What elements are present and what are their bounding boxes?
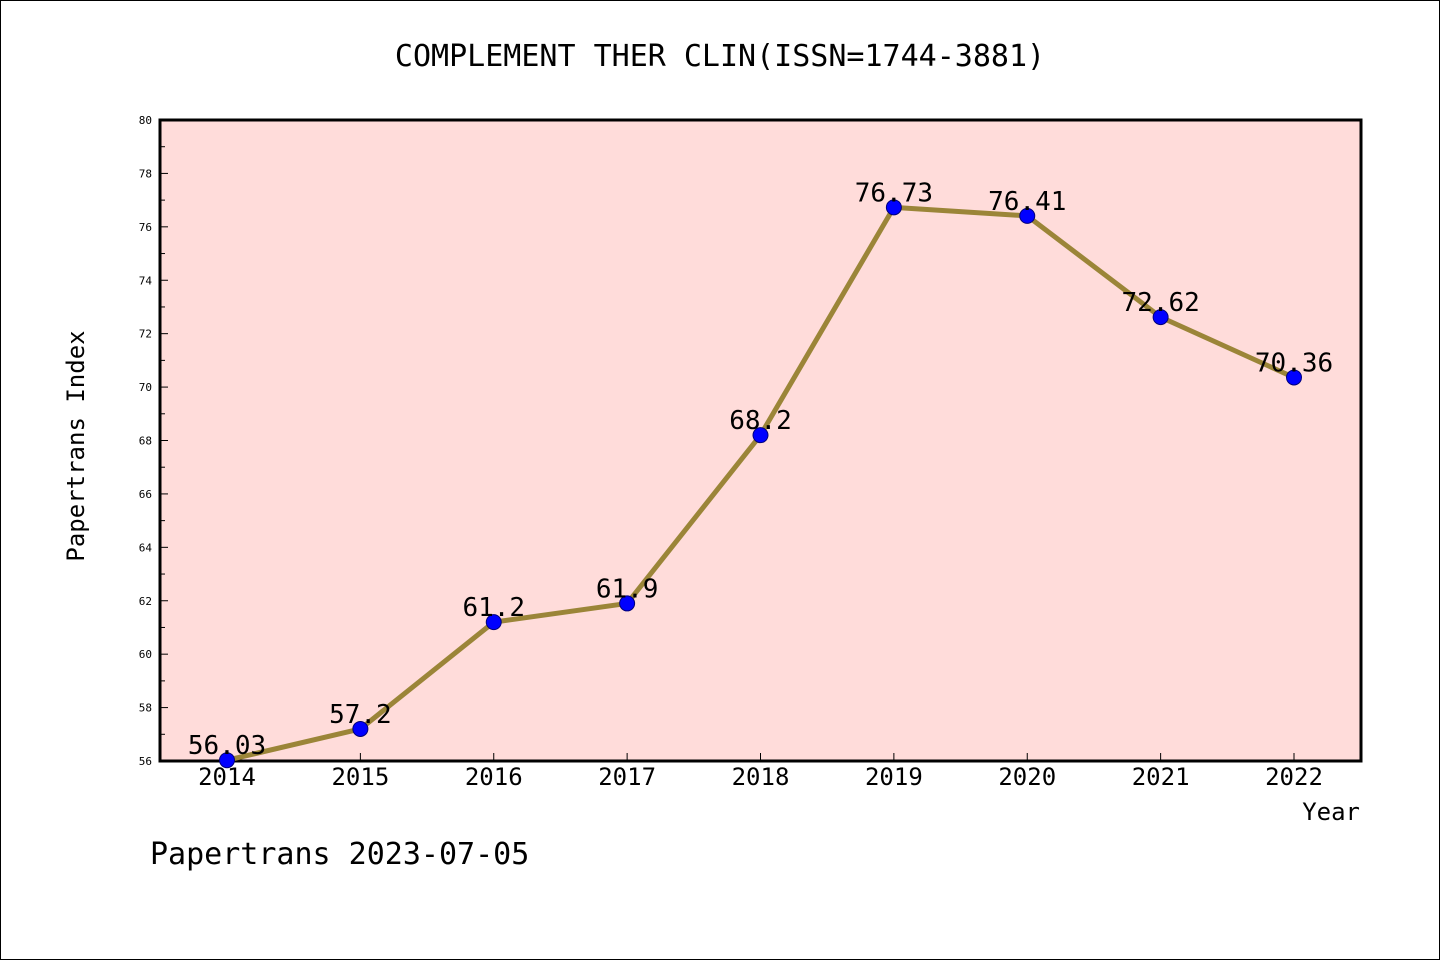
data-point xyxy=(752,427,769,444)
data-point xyxy=(1152,309,1169,326)
y-tick-label: 76 xyxy=(139,221,152,234)
data-point xyxy=(619,595,636,612)
y-tick-label: 70 xyxy=(139,381,152,394)
x-tick-label: 2020 xyxy=(998,763,1056,791)
x-tick-label: 2019 xyxy=(865,763,923,791)
data-point xyxy=(485,614,502,631)
data-label: 72.62 xyxy=(1121,288,1199,318)
x-tick-label: 2018 xyxy=(732,763,790,791)
data-point xyxy=(219,752,235,769)
x-tick-label: 2017 xyxy=(598,763,656,791)
y-axis-label: Papertrans Index xyxy=(62,330,90,561)
data-label: 70.36 xyxy=(1255,348,1333,378)
x-tick-label: 2022 xyxy=(1265,763,1323,791)
y-tick-label: 66 xyxy=(139,488,152,501)
y-tick-label: 80 xyxy=(139,114,152,127)
y-tick-label: 60 xyxy=(139,648,152,661)
data-point xyxy=(1286,369,1302,386)
data-label: 76.41 xyxy=(988,187,1066,217)
y-tick-label: 78 xyxy=(139,167,152,180)
y-tick-label: 64 xyxy=(139,541,153,554)
y-tick-label: 56 xyxy=(139,755,152,768)
data-labels: 56.03 57.2 61.2 61.9 68.2 76.73 76.41 72.62 70.3… xyxy=(188,178,1333,761)
data-label: 56.03 xyxy=(188,731,266,761)
x-tick-label: 2015 xyxy=(331,763,389,791)
data-point xyxy=(885,199,902,216)
y-tick-label: 58 xyxy=(139,702,152,715)
data-label: 57.2 xyxy=(329,700,392,730)
data-point xyxy=(1019,207,1036,224)
y-tick-label: 72 xyxy=(139,328,152,341)
data-label: 61.9 xyxy=(596,574,659,604)
chart-title: COMPLEMENT THER CLIN(ISSN=1744-3881) xyxy=(395,39,1045,74)
data-point xyxy=(352,720,369,737)
data-markers xyxy=(219,199,1302,769)
y-axis-ticks: 56 58 60 62 64 66 68 70 72 74 76 78 80 xyxy=(139,114,168,768)
x-tick-label: 2021 xyxy=(1132,763,1190,791)
data-label: 76.73 xyxy=(855,178,933,208)
y-tick-label: 74 xyxy=(139,274,153,287)
x-tick-label: 2016 xyxy=(465,763,523,791)
y-tick-label: 62 xyxy=(139,595,152,608)
x-axis-ticks: 2014 2015 2016 2017 2018 2019 2020 2021 2022 xyxy=(198,753,1323,791)
data-label: 68.2 xyxy=(729,406,792,436)
y-tick-label: 68 xyxy=(139,435,152,448)
data-label: 61.2 xyxy=(462,593,525,623)
footer-text: Papertrans 2023-07-05 xyxy=(150,837,529,872)
x-axis-label: Year xyxy=(1302,798,1360,826)
